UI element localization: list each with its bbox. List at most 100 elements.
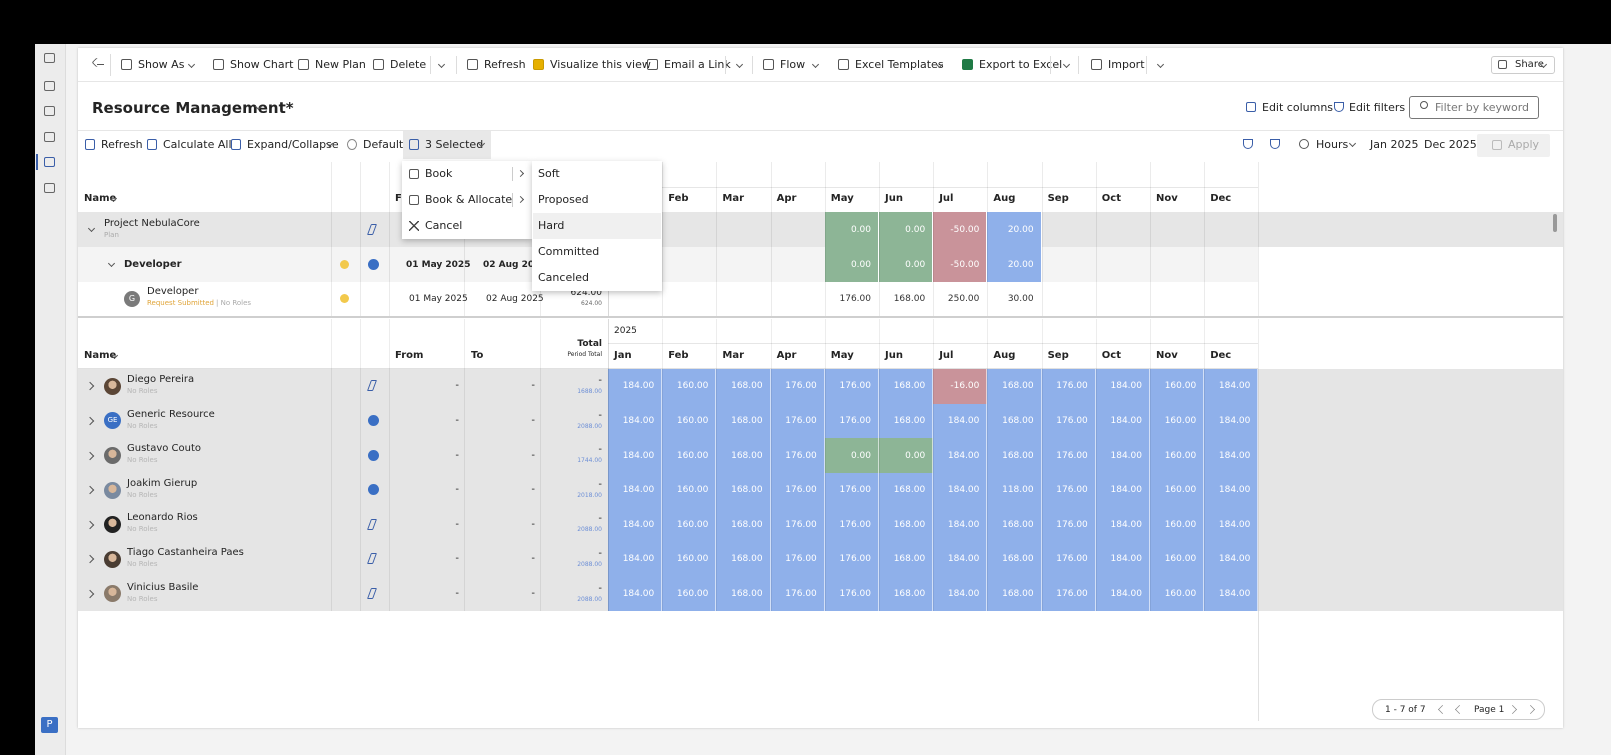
row-name: Developer — [124, 258, 182, 270]
cell-fill — [879, 369, 934, 404]
resource-roles: No Roles — [127, 456, 158, 465]
search-icon — [1420, 101, 1428, 109]
nav-icon[interactable] — [44, 157, 55, 167]
unit-select[interactable]: Hours — [1316, 138, 1349, 151]
expander[interactable] — [85, 520, 96, 530]
row-status: Request Submitted — [147, 299, 214, 307]
cell-fill — [770, 472, 825, 508]
cell-value: 160.00 — [676, 485, 709, 496]
toolbar-button[interactable]: New Plan — [315, 58, 366, 71]
check-icon — [368, 414, 379, 426]
expander[interactable] — [85, 381, 96, 391]
cell-value: 168.00 — [1002, 588, 1034, 599]
grid-toolbar-button[interactable]: Refresh — [101, 138, 143, 151]
cell-value: 176.00 — [1056, 519, 1088, 530]
row-total: 624.00 — [570, 288, 603, 298]
apply-button[interactable] — [1477, 134, 1550, 157]
menu-item[interactable]: Cancel — [425, 219, 463, 232]
icon — [1091, 59, 1102, 70]
resource-name: Gustavo Couto — [127, 443, 202, 455]
icon — [1243, 139, 1253, 149]
expander[interactable] — [85, 554, 96, 564]
cell-fill — [933, 403, 988, 439]
divider — [389, 319, 390, 611]
month-header: May — [830, 193, 854, 204]
row-name: Developer — [147, 286, 199, 297]
expander[interactable] — [85, 451, 96, 461]
menu-item[interactable]: Book — [425, 167, 453, 180]
cell-fill — [716, 542, 771, 577]
resource-name: Vinicius Basile — [127, 581, 199, 593]
divider — [97, 64, 104, 65]
cell-value: 168.00 — [893, 519, 926, 530]
expander[interactable] — [85, 589, 96, 599]
cell-value: 176.00 — [839, 554, 872, 565]
end-date[interactable]: Dec 2025 — [1424, 138, 1477, 151]
cell-fill — [1150, 542, 1205, 577]
share-button[interactable] — [1491, 56, 1555, 74]
cell-fill — [933, 247, 988, 282]
submenu-item[interactable]: Committed — [538, 245, 600, 258]
filter-placeholder[interactable]: Filter by keyword — [1435, 101, 1530, 114]
cell-fill — [1150, 576, 1205, 612]
nav-icon[interactable] — [44, 132, 55, 142]
cell-value: 184.00 — [622, 485, 655, 496]
divider — [78, 81, 1563, 82]
row-to: 02 Aug 2025 — [483, 259, 547, 270]
toolbar-button[interactable]: Export to Excel — [979, 58, 1063, 71]
cell-value: 184.00 — [622, 519, 655, 530]
resource-roles: No Roles — [127, 560, 158, 568]
resource-roles: No Roles — [127, 594, 158, 603]
check-icon — [368, 258, 379, 270]
cell-fill — [1204, 438, 1259, 473]
toolbar-button[interactable]: Excel Templates — [855, 58, 944, 71]
menu-item[interactable]: Book & Allocate — [425, 193, 513, 206]
cell-fill — [1041, 472, 1096, 508]
cell-fill — [662, 472, 717, 508]
nav-icon[interactable] — [44, 81, 55, 91]
grid-toolbar-button[interactable]: Calculate All — [163, 138, 232, 151]
submenu-item[interactable]: Proposed — [538, 193, 589, 206]
icon — [1246, 102, 1256, 112]
cell-fill — [987, 542, 1042, 577]
submenu-item[interactable]: Canceled — [538, 271, 590, 284]
divider — [662, 162, 664, 316]
toolbar-button[interactable]: Show As — [138, 58, 185, 71]
nav-icon[interactable] — [44, 106, 55, 116]
row-to: 02 Aug 2025 — [486, 294, 544, 304]
expander[interactable] — [85, 485, 96, 495]
month-header: Jul — [939, 193, 954, 204]
edit-filters[interactable]: Edit filters — [1349, 101, 1406, 114]
toolbar-button[interactable]: Show Chart — [230, 58, 294, 71]
start-date[interactable]: Jan 2025 — [1370, 138, 1419, 151]
expander[interactable] — [85, 416, 96, 426]
toolbar-button[interactable]: Visualize this view — [550, 58, 651, 71]
cell-value: 160.00 — [676, 450, 709, 461]
row-from: - — [455, 414, 459, 426]
row-to: - — [531, 449, 535, 461]
filter-box[interactable] — [1409, 96, 1539, 119]
nav-icon[interactable] — [44, 183, 55, 193]
avatar: G — [124, 291, 140, 307]
grid-toolbar-button[interactable]: Expand/Collapse — [247, 138, 339, 151]
apply-label[interactable]: Apply — [1508, 138, 1540, 151]
cell-fill — [716, 472, 771, 508]
nav-icon[interactable] — [44, 53, 55, 63]
share-label[interactable]: Share — [1515, 59, 1544, 70]
toolbar-button[interactable]: Import — [1108, 58, 1145, 71]
divider — [389, 162, 390, 316]
submenu-item[interactable]: Soft — [538, 167, 560, 180]
nav-badge[interactable]: P — [41, 717, 58, 733]
edit-columns[interactable]: Edit columns — [1262, 101, 1334, 114]
cell-value: 176.00 — [785, 415, 817, 426]
toolbar-button[interactable]: Flow — [780, 58, 806, 71]
grid-toolbar-button[interactable]: 3 Selected — [425, 138, 484, 151]
toolbar-button[interactable]: Email a Link — [664, 58, 731, 71]
grid-toolbar-button[interactable]: Default — [363, 138, 404, 151]
cell-fill — [770, 542, 825, 577]
toolbar-button[interactable]: Refresh — [484, 58, 526, 71]
submenu-item[interactable]: Hard — [538, 219, 565, 232]
toolbar-button[interactable]: Delete — [390, 58, 427, 71]
month-header: Aug — [993, 350, 1016, 361]
